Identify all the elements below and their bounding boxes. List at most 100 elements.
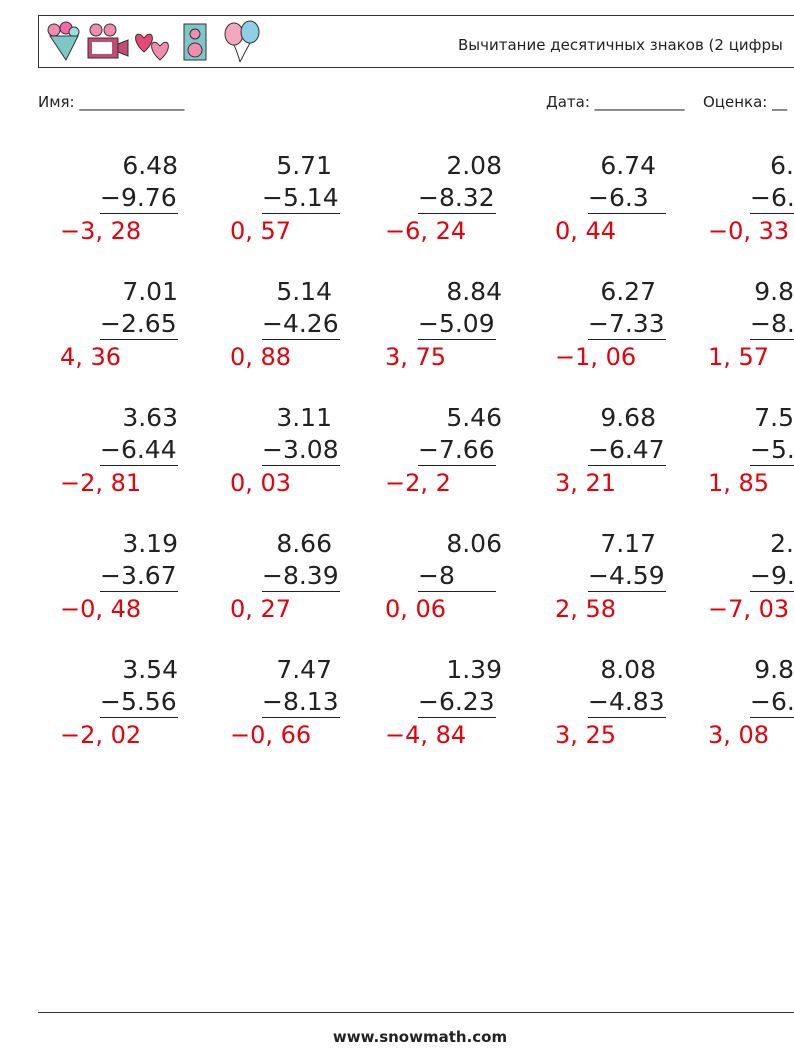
subtrahend: −3.67: [100, 561, 177, 590]
minuend: 8.06: [446, 529, 502, 558]
balloons-icon: [224, 20, 260, 63]
answer: 3, 75: [385, 343, 447, 371]
answer-rule: [418, 213, 496, 214]
footer-url: www.snowmath.com: [332, 1028, 508, 1046]
answer: 1, 85: [708, 469, 770, 497]
subtrahend: −3.08: [262, 435, 339, 464]
answer: 4, 36: [60, 343, 122, 371]
answer: 0, 44: [555, 217, 617, 245]
answer-rule: [750, 591, 794, 592]
answer: −1, 06: [555, 343, 637, 371]
subtrahend: −7.33: [588, 309, 665, 338]
subtrahend: −8.32: [418, 183, 495, 212]
answer-rule: [418, 717, 496, 718]
subtrahend: −2.65: [100, 309, 177, 338]
subtrahend: −8.13: [262, 687, 339, 716]
minuend: 9.8: [754, 277, 794, 306]
subtrahend: −4.26: [262, 309, 339, 338]
answer: −2, 81: [60, 469, 142, 497]
camera-icon: [87, 23, 129, 59]
answer: −6, 24: [385, 217, 467, 245]
subtrahend: −9.76: [100, 183, 177, 212]
minuend: 2.08: [446, 151, 502, 180]
answer-rule: [588, 213, 666, 214]
subtrahend: −7.66: [418, 435, 495, 464]
minuend: 5.71: [276, 151, 332, 180]
answer: −7, 03: [708, 595, 790, 623]
minuend: 9.8: [754, 655, 794, 684]
minuend: 7.47: [276, 655, 332, 684]
minuend: 8.08: [600, 655, 656, 684]
subtrahend: −5.56: [100, 687, 177, 716]
subtrahend: −8: [418, 561, 455, 590]
minuend: 7.17: [600, 529, 656, 558]
subtrahend: −9.: [750, 561, 794, 590]
answer: −0, 33: [708, 217, 790, 245]
answer: −0, 66: [230, 721, 312, 749]
minuend: 3.19: [122, 529, 178, 558]
minuend: 3.54: [122, 655, 178, 684]
answer-rule: [262, 591, 340, 592]
subtrahend: −8.2: [750, 309, 794, 338]
minuend: 3.63: [122, 403, 178, 432]
answer: −0, 48: [60, 595, 142, 623]
answer: 3, 21: [555, 469, 617, 497]
header-icons: [47, 20, 260, 63]
minuend: 9.68: [600, 403, 656, 432]
answer: 0, 06: [385, 595, 447, 623]
answer: 3, 08: [708, 721, 770, 749]
answer-rule: [262, 339, 340, 340]
answer: −3, 28: [60, 217, 142, 245]
minuend: 6.: [770, 151, 794, 180]
answer-rule: [588, 465, 666, 466]
speaker-icon: [183, 23, 207, 61]
answer-rule: [100, 465, 178, 466]
answer: 0, 03: [230, 469, 292, 497]
answer-rule: [588, 339, 666, 340]
subtrahend: −6.47: [588, 435, 665, 464]
answer: 0, 57: [230, 217, 292, 245]
answer: 3, 25: [555, 721, 617, 749]
subtrahend: −4.83: [588, 687, 665, 716]
header-box: [38, 15, 794, 68]
answer: 1, 57: [708, 343, 770, 371]
minuend: 8.66: [276, 529, 332, 558]
answer: −2, 2: [385, 469, 451, 497]
worksheet-title: Вычитание десятичных знаков (2 цифры: [458, 36, 783, 54]
minuend: 6.48: [122, 151, 178, 180]
answer: 0, 27: [230, 595, 292, 623]
answer-rule: [750, 465, 794, 466]
hearts-icon: [135, 33, 169, 61]
answer-rule: [588, 591, 666, 592]
minuend: 6.74: [600, 151, 656, 180]
subtrahend: −6.44: [100, 435, 177, 464]
bouquet-icon: [47, 21, 80, 61]
subtrahend: −5.6: [750, 435, 794, 464]
subtrahend: −5.09: [418, 309, 495, 338]
minuend: 5.14: [276, 277, 332, 306]
answer-rule: [750, 339, 794, 340]
answer: 0, 88: [230, 343, 292, 371]
subtrahend: −8.39: [262, 561, 339, 590]
minuend: 7.01: [122, 277, 178, 306]
answer-rule: [750, 717, 794, 718]
answer-rule: [262, 213, 340, 214]
answer-rule: [100, 213, 178, 214]
subtrahend: −6.23: [418, 687, 495, 716]
subtrahend: −6.7: [750, 687, 794, 716]
footer-rule: [38, 1012, 794, 1013]
minuend: 8.84: [446, 277, 502, 306]
subtrahend: −5.14: [262, 183, 339, 212]
grade-field: Оценка: __: [703, 93, 788, 111]
minuend: 3.11: [276, 403, 332, 432]
answer-rule: [100, 717, 178, 718]
answer-rule: [262, 465, 340, 466]
answer: −2, 02: [60, 721, 142, 749]
minuend: 5.46: [446, 403, 502, 432]
answer-rule: [262, 717, 340, 718]
answer-rule: [100, 339, 178, 340]
subtrahend: −4.59: [588, 561, 665, 590]
minuend: 1.39: [446, 655, 502, 684]
minuend: 6.27: [600, 277, 656, 306]
